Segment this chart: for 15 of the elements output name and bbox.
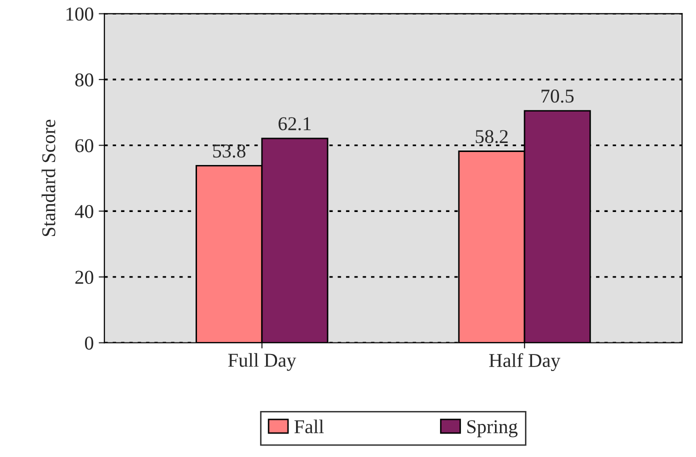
y-axis-title: Standard Score [42,120,56,236]
y-tick-label: 60 [75,139,94,152]
y-tick-label: 0 [85,336,94,350]
legend-label: Spring [467,420,518,438]
legend-label: Fall [294,420,324,434]
y-tick-label: 40 [74,204,94,218]
data-label: 58.2 [476,130,508,144]
data-label: 62.1 [278,117,311,130]
x-tick-label: Half Day [489,353,560,372]
y-tick-label: 100 [66,8,94,21]
y-tick-label: 20 [75,270,94,284]
data-label: 53.8 [213,144,246,158]
x-tick-label: Full Day [228,353,296,371]
y-tick-label: 80 [75,73,94,86]
data-label: 70.5 [542,90,574,103]
